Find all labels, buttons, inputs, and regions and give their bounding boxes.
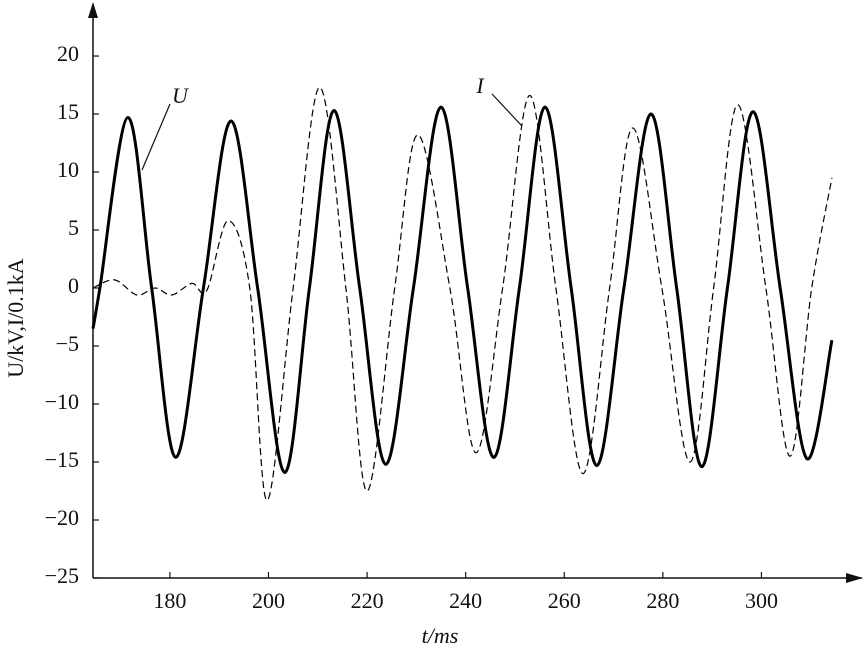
x-tick-label: 240 [449,588,482,613]
y-tick-label: 10 [57,157,79,182]
x-axis-label: t/ms [422,623,459,648]
y-tick-label: −15 [45,447,79,472]
y-tick-label: 20 [57,41,79,66]
series-line [92,86,833,501]
series-line [91,105,834,474]
x-tick-label: 260 [548,588,581,613]
annotation-leader [491,93,523,127]
x-tick-label: 220 [351,588,384,613]
series-label: I [475,73,485,98]
y-tick-label: −10 [45,389,79,414]
y-tick-label: 0 [68,273,79,298]
x-tick-label: 200 [252,588,285,613]
y-tick-label: −25 [45,563,79,588]
y-tick-label: 5 [68,215,79,240]
y-tick-label: 15 [57,99,79,124]
y-axis-arrow [88,2,98,18]
x-tick-label: 180 [153,588,186,613]
x-tick-label: 280 [646,588,679,613]
annotation-leader [141,103,171,171]
y-tick-label: −5 [56,331,79,356]
x-tick-label: 300 [745,588,778,613]
x-axis-arrow [846,573,863,583]
y-tick-label: −20 [45,505,79,530]
y-axis-label: U/kV,I/0.1kA [3,258,28,377]
series-label: U [172,83,190,108]
